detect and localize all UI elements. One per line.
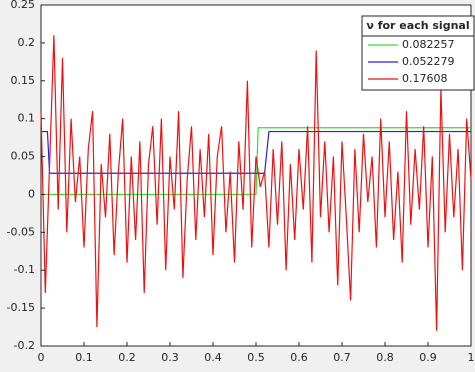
y-tick-label: 0.25 <box>11 0 36 11</box>
x-tick-label: 0.3 <box>161 351 179 364</box>
legend-title: ν for each signal <box>366 19 469 32</box>
y-tick-label: -0.05 <box>7 225 35 238</box>
series-line <box>41 130 471 174</box>
x-tick-label: 0.9 <box>419 351 437 364</box>
x-tick-label: 0.6 <box>290 351 308 364</box>
legend: ν for each signal 0.082257 0.052279 0.1760… <box>361 15 475 91</box>
legend-box <box>361 15 475 91</box>
x-tick-label: 0 <box>38 351 45 364</box>
y-tick-label: 0.15 <box>11 74 36 87</box>
x-tick-label: 0.7 <box>333 351 351 364</box>
legend-label: 0.052279 <box>402 55 455 68</box>
x-tick-label: 1 <box>468 351 475 364</box>
y-tick-label: 0.2 <box>18 36 36 49</box>
x-tick-label: 0.5 <box>247 351 265 364</box>
series-line <box>40 35 472 331</box>
legend-label: 0.17608 <box>402 72 448 85</box>
x-tick-label: 0.2 <box>118 351 136 364</box>
y-tick-label: -0.15 <box>7 301 35 314</box>
y-tick-label: 0 <box>28 187 35 200</box>
y-tick-label: -0.2 <box>14 339 35 352</box>
x-tick-label: 0.4 <box>204 351 222 364</box>
y-tick-label: 0.05 <box>11 150 36 163</box>
x-tick-label: 0.8 <box>376 351 394 364</box>
x-tick-label: 0.1 <box>75 351 93 364</box>
y-tick-label: 0.1 <box>18 112 36 125</box>
legend-label: 0.082257 <box>402 38 455 51</box>
y-tick-label: -0.1 <box>14 263 35 276</box>
plot-area <box>40 35 472 331</box>
